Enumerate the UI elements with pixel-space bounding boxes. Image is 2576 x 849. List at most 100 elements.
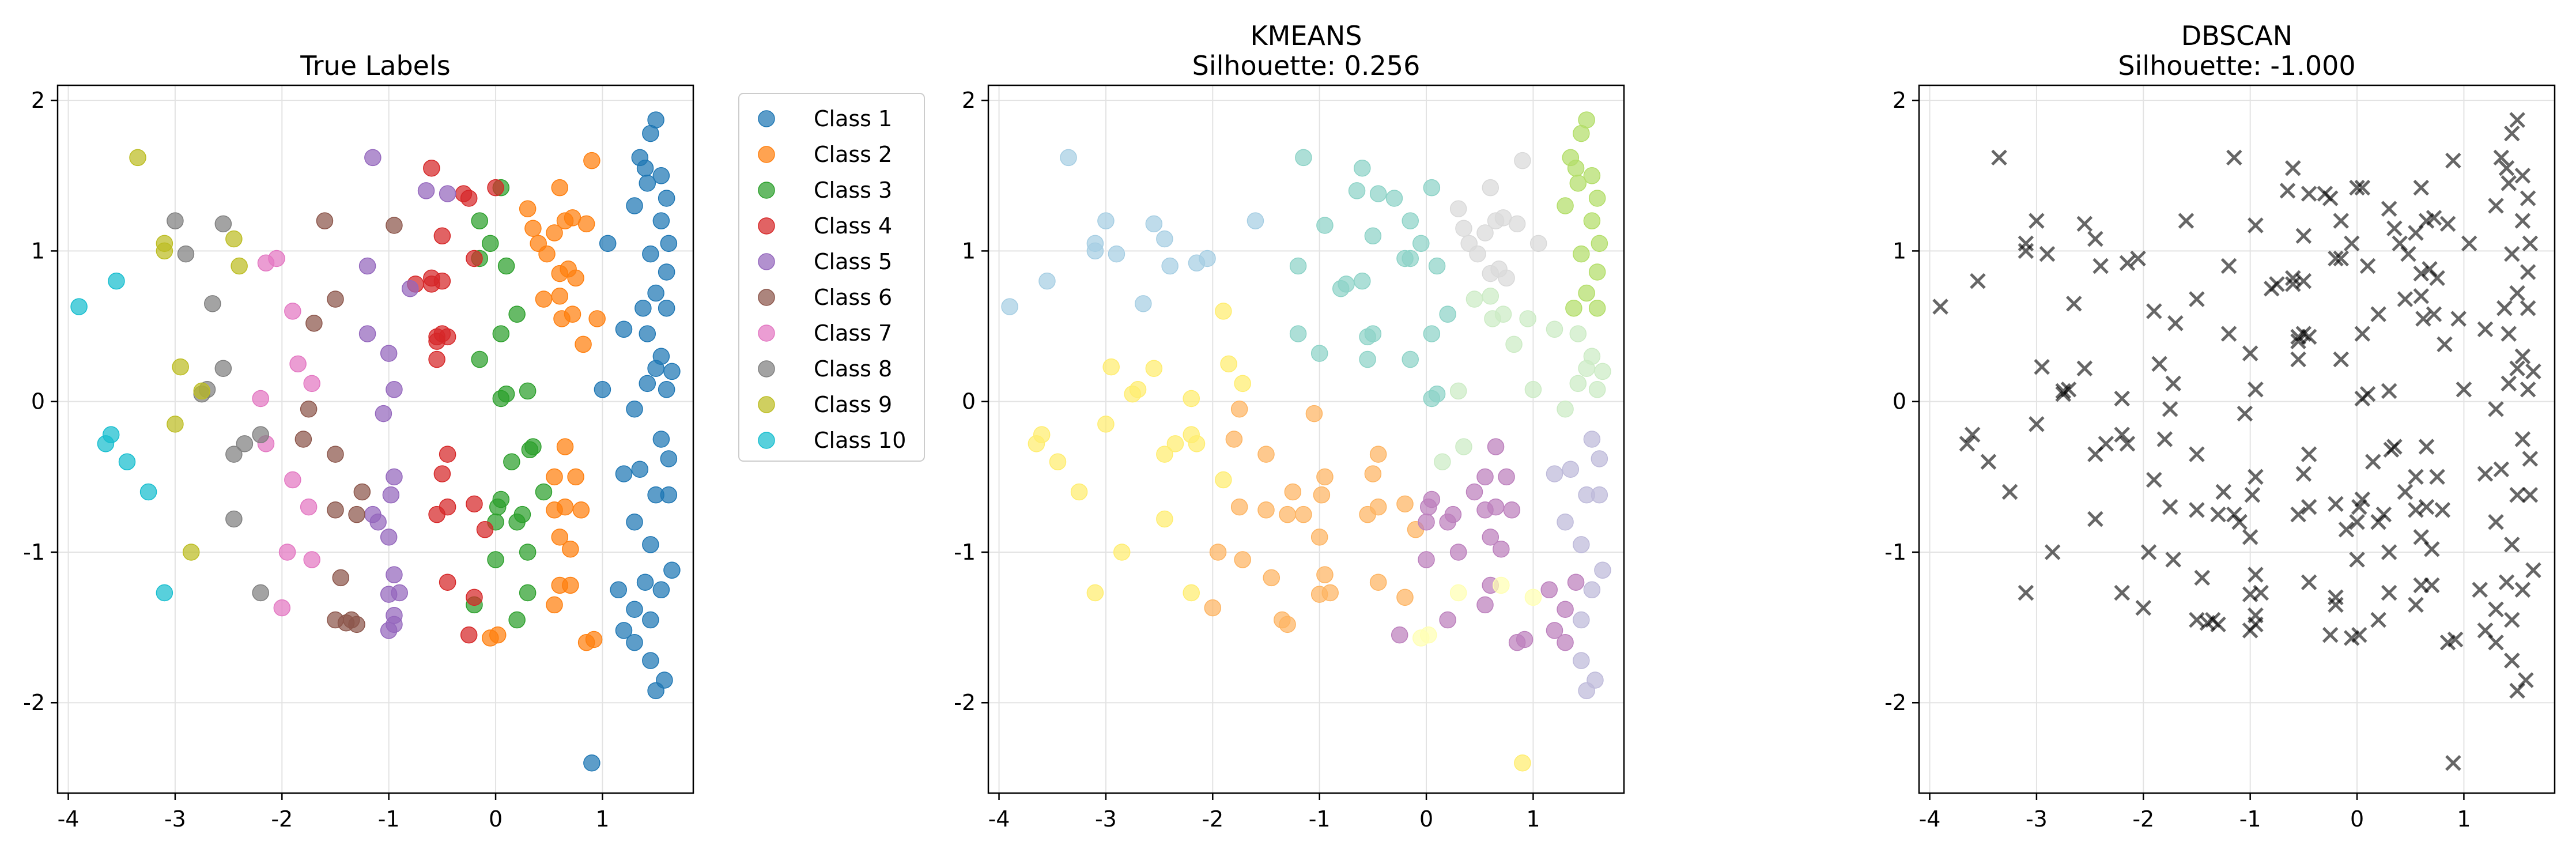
data-point xyxy=(634,299,652,317)
data-point xyxy=(519,584,537,602)
data-point xyxy=(358,257,376,275)
data-point xyxy=(1391,626,1408,644)
series-5 xyxy=(1434,288,1611,470)
data-point xyxy=(1546,465,1563,482)
data-point xyxy=(2055,383,2072,399)
scatter-points xyxy=(1001,111,1611,772)
data-point xyxy=(2029,416,2045,432)
data-point xyxy=(535,483,553,501)
data-point xyxy=(2504,612,2520,628)
data-point xyxy=(2386,220,2403,236)
data-point xyxy=(1086,242,1104,260)
data-point xyxy=(303,375,320,393)
data-point xyxy=(1594,561,1611,579)
data-point xyxy=(1484,310,1501,327)
data-point xyxy=(2248,607,2264,624)
y-tick-label: -2 xyxy=(1884,690,1906,715)
data-point xyxy=(1487,438,1505,455)
data-point xyxy=(2156,431,2173,447)
data-point xyxy=(1991,149,2007,166)
data-point xyxy=(508,611,526,629)
data-point xyxy=(2098,436,2114,452)
data-point xyxy=(1980,454,1997,470)
data-point xyxy=(2488,601,2504,618)
data-point xyxy=(300,498,318,516)
data-point xyxy=(1588,263,1606,281)
data-point xyxy=(2509,486,2525,503)
data-point xyxy=(1529,235,1547,252)
series-1 xyxy=(583,111,681,772)
data-point xyxy=(2359,258,2376,274)
data-point xyxy=(2165,375,2181,392)
data-point xyxy=(1369,446,1387,463)
data-point xyxy=(636,159,654,177)
data-point xyxy=(1498,468,1515,486)
data-point xyxy=(2437,336,2453,353)
data-point xyxy=(118,453,136,470)
data-point xyxy=(2375,506,2392,523)
data-point xyxy=(466,250,483,267)
data-point xyxy=(2413,288,2430,304)
data-point xyxy=(1567,573,1585,591)
data-point xyxy=(508,513,526,531)
data-point xyxy=(556,438,574,455)
data-point xyxy=(1578,284,1595,302)
data-point xyxy=(1428,385,1446,403)
data-point xyxy=(482,629,499,647)
legend-label: Class 4 xyxy=(814,213,892,239)
x-tick-label: -3 xyxy=(1095,806,1117,832)
data-point xyxy=(658,190,675,207)
data-point xyxy=(2001,484,2018,500)
data-point xyxy=(2114,427,2130,443)
data-point xyxy=(487,551,504,568)
data-point xyxy=(348,505,365,523)
data-point xyxy=(2242,529,2258,545)
data-point xyxy=(2408,225,2424,241)
data-point xyxy=(642,611,659,629)
data-point xyxy=(1199,250,1216,267)
data-point xyxy=(471,212,488,229)
data-point xyxy=(2189,612,2205,628)
data-point xyxy=(2135,599,2152,616)
data-point xyxy=(615,465,633,482)
data-point xyxy=(1449,584,1467,602)
data-point xyxy=(70,298,88,315)
data-point xyxy=(284,471,301,489)
data-point xyxy=(2114,390,2130,407)
data-point xyxy=(1476,596,1494,614)
x-tick-label: -4 xyxy=(988,806,1010,832)
legend-marker xyxy=(758,110,775,127)
data-point xyxy=(1305,405,1323,422)
legend-marker xyxy=(758,146,775,163)
data-point xyxy=(1369,185,1387,202)
data-point xyxy=(583,152,600,169)
y-tick-label: 0 xyxy=(1893,389,1906,414)
data-point xyxy=(2114,584,2130,601)
data-point xyxy=(1385,190,1403,207)
data-point xyxy=(1289,325,1307,342)
data-point xyxy=(551,179,569,197)
data-point xyxy=(2370,306,2386,322)
data-point xyxy=(225,230,243,248)
data-point xyxy=(1476,501,1494,519)
data-point xyxy=(289,355,307,373)
data-point xyxy=(2493,461,2510,478)
data-point xyxy=(626,633,643,651)
data-point xyxy=(327,611,344,629)
data-point xyxy=(386,381,403,398)
data-point xyxy=(1557,633,1574,651)
data-point xyxy=(2034,359,2050,375)
legend-label: Class 8 xyxy=(814,356,892,382)
data-point xyxy=(2263,280,2280,297)
data-point xyxy=(572,501,590,519)
data-point xyxy=(460,626,478,644)
data-point xyxy=(2370,514,2386,530)
data-point xyxy=(1569,175,1587,192)
data-point xyxy=(1183,584,1200,602)
data-point xyxy=(1557,601,1574,618)
data-point xyxy=(2215,484,2232,500)
data-point xyxy=(2488,514,2504,530)
data-point xyxy=(1204,599,1222,617)
data-point xyxy=(1145,215,1163,233)
data-point xyxy=(1230,400,1248,418)
